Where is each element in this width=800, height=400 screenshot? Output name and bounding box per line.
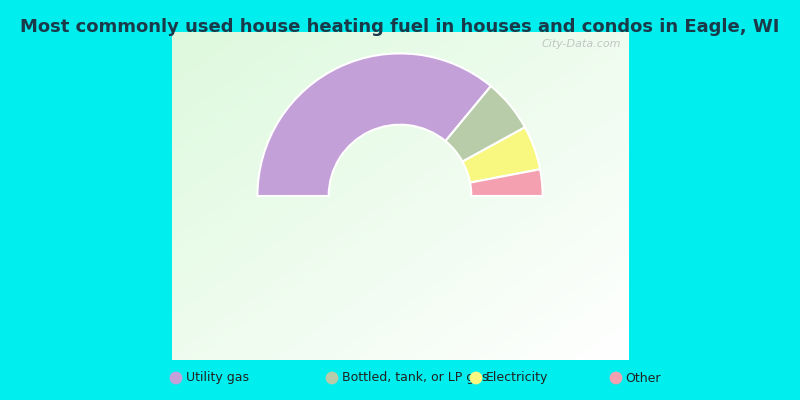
Text: Electricity: Electricity xyxy=(486,372,548,384)
Wedge shape xyxy=(462,127,540,183)
Text: Utility gas: Utility gas xyxy=(186,372,249,384)
Text: Bottled, tank, or LP gas: Bottled, tank, or LP gas xyxy=(342,372,488,384)
Text: Other: Other xyxy=(626,372,661,384)
Wedge shape xyxy=(446,86,525,162)
Wedge shape xyxy=(258,53,491,196)
Wedge shape xyxy=(470,169,542,196)
Text: City-Data.com: City-Data.com xyxy=(542,39,621,49)
Text: Most commonly used house heating fuel in houses and condos in Eagle, WI: Most commonly used house heating fuel in… xyxy=(20,18,780,36)
